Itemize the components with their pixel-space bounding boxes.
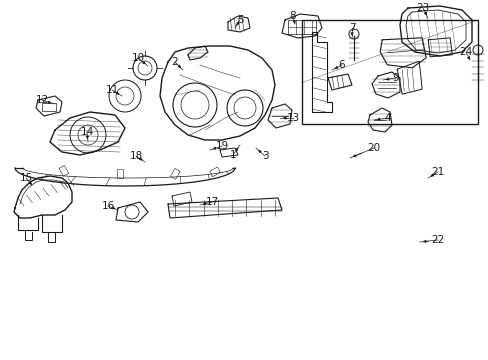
Bar (170, 168, 180, 179)
Text: 17: 17 (205, 197, 218, 207)
Text: 15: 15 (20, 173, 33, 183)
Text: 13: 13 (286, 113, 299, 123)
Text: 6: 6 (338, 60, 345, 70)
Text: 22: 22 (430, 235, 444, 245)
Text: 19: 19 (215, 141, 228, 151)
Text: 9: 9 (392, 73, 399, 83)
Bar (287, 20, 315, 34)
Text: 4: 4 (384, 113, 390, 123)
Text: 11: 11 (105, 85, 119, 95)
Text: 23: 23 (415, 3, 429, 13)
Text: 21: 21 (430, 167, 444, 177)
Text: 10: 10 (131, 53, 144, 63)
Bar (59, 166, 68, 176)
Text: 18: 18 (129, 151, 142, 161)
Text: 20: 20 (366, 143, 380, 153)
Text: 3: 3 (261, 151, 268, 161)
Text: 24: 24 (458, 47, 472, 57)
Text: 5: 5 (236, 15, 243, 25)
Bar (117, 169, 123, 178)
Bar (209, 167, 220, 177)
Text: 2: 2 (171, 57, 178, 67)
Text: 7: 7 (348, 23, 355, 33)
Text: 14: 14 (80, 127, 93, 137)
Text: 8: 8 (289, 11, 296, 21)
Text: 16: 16 (101, 201, 114, 211)
Text: 1: 1 (229, 150, 236, 160)
Bar (42, 103, 56, 111)
Text: 12: 12 (35, 95, 48, 105)
Bar (302, 20, 477, 124)
